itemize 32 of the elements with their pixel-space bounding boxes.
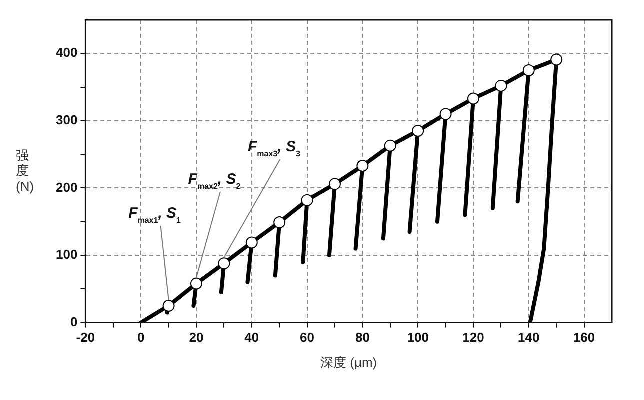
point: [328, 178, 341, 190]
y-tick-label: 400: [56, 45, 78, 60]
point: [190, 278, 202, 290]
x-axis-title: 深度 (μm): [320, 354, 378, 370]
point: [301, 194, 314, 206]
y-tick-label: 300: [56, 112, 78, 128]
x-tick-label: 0: [137, 330, 145, 346]
point: [162, 300, 175, 312]
x-tick-label: 100: [407, 330, 429, 346]
point: [246, 236, 258, 249]
y-axis-title: 强度 (N): [16, 148, 34, 195]
point: [495, 80, 508, 92]
y-tick-label: 200: [56, 180, 78, 195]
point: [274, 216, 286, 229]
x-tick-label: 80: [355, 330, 370, 346]
y-tick-label: 0: [70, 314, 78, 330]
point: [218, 258, 230, 270]
x-tick-label: 140: [518, 330, 540, 346]
point: [356, 160, 369, 172]
y-tick-label: 100: [56, 247, 78, 262]
x-tick-label: 120: [462, 330, 484, 346]
x-tick-label: 40: [244, 330, 260, 346]
x-tick-label: 20: [189, 330, 204, 346]
x-tick-label: -20: [76, 330, 96, 346]
point: [384, 140, 396, 152]
point: [468, 92, 480, 105]
x-tick-label: 60: [300, 330, 315, 346]
point: [550, 54, 563, 66]
x-tick-label: 160: [573, 330, 596, 346]
point: [440, 108, 452, 120]
point: [412, 125, 424, 138]
point: [522, 64, 535, 76]
